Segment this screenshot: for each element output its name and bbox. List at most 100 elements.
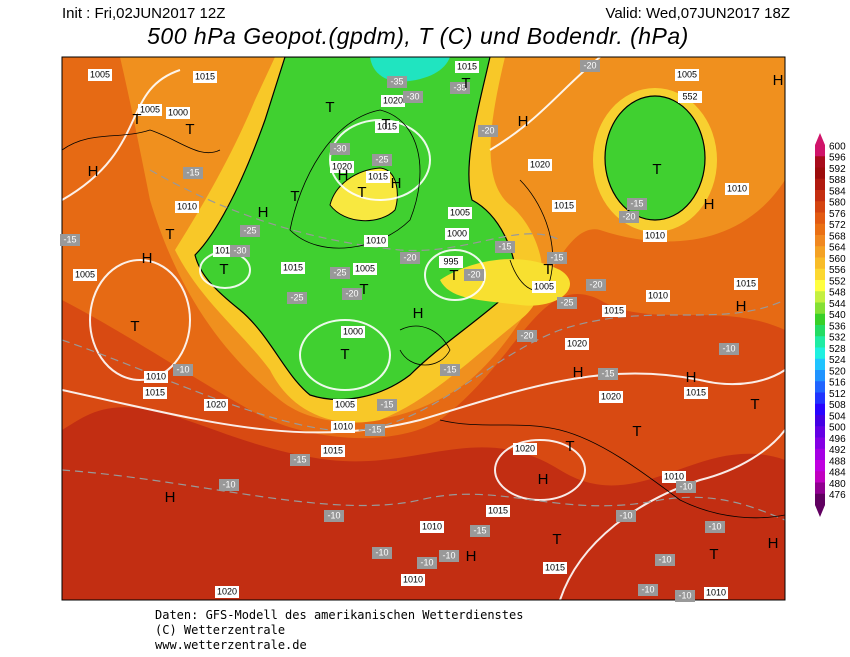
- temperature-label: -35: [453, 82, 466, 92]
- colorbar-band: [815, 201, 825, 213]
- temperature-label-box: [377, 399, 397, 411]
- temperature-label-box: [439, 550, 459, 562]
- temperature-label: -15: [473, 525, 486, 535]
- pressure-center: H: [258, 204, 269, 221]
- isobar-label-box: [401, 574, 425, 586]
- temperature-label-box: [330, 143, 350, 155]
- temperature-label: -10: [641, 584, 654, 594]
- pressure-center: T: [709, 546, 718, 563]
- pressure-center: T: [325, 99, 334, 116]
- map-area: [62, 57, 785, 600]
- pressure-center: T: [130, 318, 139, 335]
- temperature-label-box: [580, 60, 600, 72]
- pressure-center: H: [413, 305, 424, 322]
- isobar-label-box: [364, 235, 388, 247]
- isobar-label: 1015: [604, 305, 624, 315]
- pressure-center: H: [518, 113, 529, 130]
- isobar-label-box: [330, 161, 354, 173]
- isobar-label-box: [643, 230, 667, 242]
- isobar-label-box: [281, 262, 305, 274]
- isobar-label: 1005: [677, 69, 697, 79]
- colorbar-band: [815, 358, 825, 371]
- colorbar-tick-label: 592: [829, 164, 846, 175]
- colorbar-tick-label: 488: [829, 456, 846, 467]
- colorbar-band: [815, 415, 825, 427]
- isobar-label: 1005: [534, 281, 554, 291]
- temperature-label-box: [464, 269, 484, 281]
- colorbar-band: [815, 223, 825, 236]
- temperature-label-box: [240, 225, 260, 237]
- colorbar-tick-label: 500: [829, 423, 846, 434]
- temperature-label: -20: [520, 330, 533, 340]
- temperature-label-box: [627, 198, 647, 210]
- colorbar-tick-label: 492: [829, 445, 846, 456]
- colorbar-tick-label: 504: [829, 411, 846, 422]
- isobar-label: 1005: [450, 207, 470, 217]
- temperature-label: -10: [222, 479, 235, 489]
- temperature-label: -25: [375, 154, 388, 164]
- colorbar-tick-label: 532: [829, 333, 846, 344]
- isobar-label-box: [532, 281, 556, 293]
- isobar-label: 1010: [727, 183, 747, 193]
- colorbar-tick-label: 584: [829, 186, 846, 197]
- valid-time: Valid: Wed,07JUN2017 18Z: [605, 5, 790, 22]
- temperature-label: -25: [333, 267, 346, 277]
- isobar-label-box: [448, 207, 472, 219]
- colorbar-band: [815, 381, 825, 393]
- temperature-label: -30: [333, 143, 346, 153]
- isobar-label: 1000: [168, 107, 188, 117]
- isobar-label: 1010: [333, 421, 353, 431]
- temperature-label: -20: [589, 279, 602, 289]
- isobar-label-box: [543, 562, 567, 574]
- colorbar-band: [815, 493, 825, 506]
- colorbar-tick-label: 560: [829, 254, 846, 265]
- colorbar-band: [815, 212, 825, 225]
- temperature-label-box: [324, 510, 344, 522]
- pressure-center: T: [165, 226, 174, 243]
- colorbar-tick-label: 480: [829, 479, 846, 490]
- isobar-label-box: [366, 171, 390, 183]
- temperature-label: -20: [481, 125, 494, 135]
- temperature-label-box: [417, 557, 437, 569]
- colorbar-band: [815, 280, 825, 292]
- isobar-label: 1005: [75, 269, 95, 279]
- isobar-label: 1005: [140, 104, 160, 114]
- pressure-center: T: [340, 346, 349, 363]
- temperature-label: -20: [403, 252, 416, 262]
- temperature-label: -10: [658, 554, 671, 564]
- isobar-label: 1015: [195, 71, 215, 81]
- colorbar-band: [815, 392, 825, 405]
- temperature-label-box: [470, 525, 490, 537]
- pressure-center: T: [632, 423, 641, 440]
- isobar-label-box: [704, 587, 728, 599]
- colorbar-band: [815, 403, 825, 416]
- isobar-label: 1020: [206, 399, 226, 409]
- temperature-label-box: [557, 297, 577, 309]
- pressure-center: H: [165, 489, 176, 506]
- temperature-label-box: [330, 267, 350, 279]
- isobar-label-box: [333, 399, 357, 411]
- isobar-label-box: [193, 71, 217, 83]
- pressure-center: T: [290, 188, 299, 205]
- colorbar-tick-label: 552: [829, 276, 846, 287]
- colorbar-tick-label: 572: [829, 220, 846, 231]
- temperature-label-box: [517, 330, 537, 342]
- isobar-label-box: [175, 201, 199, 213]
- temperature-label-box: [287, 292, 307, 304]
- pressure-center: T: [359, 281, 368, 298]
- isobar-label: 552: [682, 91, 697, 101]
- isobar-label-box: [420, 521, 444, 533]
- isobar-label-box: [381, 95, 405, 107]
- isobar-label-box: [662, 471, 686, 483]
- temperature-label: -30: [406, 91, 419, 101]
- isobar-label-box: [734, 278, 758, 290]
- isobar-label-box: [143, 387, 167, 399]
- colorbar-tick-label: 564: [829, 243, 846, 254]
- pressure-center: T: [357, 184, 366, 201]
- colorbar-band: [815, 167, 825, 180]
- isobar-label-box: [144, 371, 168, 383]
- pressure-center: H: [773, 72, 784, 89]
- temperature-label-box: [387, 76, 407, 88]
- footer-source: Daten: GFS-Modell des amerikanischen Wet…: [155, 608, 523, 622]
